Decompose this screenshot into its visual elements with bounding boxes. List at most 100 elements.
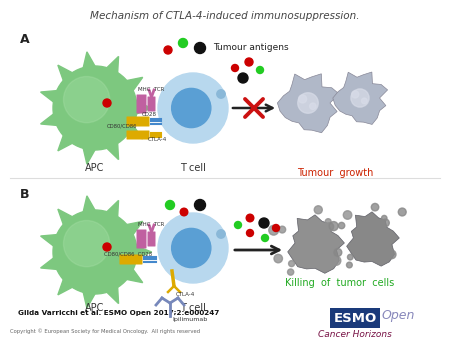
Circle shape <box>166 200 175 210</box>
Polygon shape <box>40 255 63 270</box>
Text: T cell: T cell <box>180 163 206 173</box>
Circle shape <box>325 223 333 231</box>
FancyBboxPatch shape <box>330 308 380 328</box>
Circle shape <box>347 254 353 260</box>
FancyBboxPatch shape <box>148 232 156 246</box>
Circle shape <box>164 46 172 54</box>
Polygon shape <box>346 212 399 266</box>
Circle shape <box>246 214 254 222</box>
Circle shape <box>387 250 396 259</box>
Polygon shape <box>121 121 143 139</box>
Circle shape <box>53 210 137 294</box>
Polygon shape <box>121 221 143 239</box>
Text: CD80/CD86: CD80/CD86 <box>107 123 138 128</box>
Circle shape <box>334 248 342 257</box>
Text: Mechanism of CTLA-4-induced immunosuppression.: Mechanism of CTLA-4-induced immunosuppre… <box>90 11 360 21</box>
Circle shape <box>259 218 269 228</box>
Polygon shape <box>103 282 118 304</box>
Circle shape <box>256 67 264 73</box>
Polygon shape <box>333 72 387 124</box>
Text: CD28: CD28 <box>142 112 157 117</box>
FancyBboxPatch shape <box>136 95 147 114</box>
Polygon shape <box>82 287 98 308</box>
Polygon shape <box>58 209 77 230</box>
Circle shape <box>171 89 211 128</box>
Polygon shape <box>103 138 118 160</box>
Text: ESMO: ESMO <box>333 312 377 324</box>
FancyBboxPatch shape <box>120 255 143 265</box>
Text: APC: APC <box>86 163 105 173</box>
Circle shape <box>194 199 206 211</box>
Polygon shape <box>40 90 63 105</box>
Circle shape <box>217 90 225 98</box>
Text: T cell: T cell <box>180 303 206 313</box>
Text: CTLA-4: CTLA-4 <box>176 292 195 297</box>
Circle shape <box>338 222 345 229</box>
Circle shape <box>361 98 367 104</box>
Circle shape <box>298 95 306 103</box>
Circle shape <box>269 225 279 235</box>
Circle shape <box>382 215 387 221</box>
Circle shape <box>369 251 378 259</box>
Circle shape <box>351 91 359 98</box>
Polygon shape <box>58 274 77 295</box>
Circle shape <box>180 208 188 216</box>
Text: MHC  TCR: MHC TCR <box>138 87 164 92</box>
Circle shape <box>245 58 253 66</box>
Circle shape <box>329 222 338 231</box>
Circle shape <box>171 228 211 268</box>
Circle shape <box>103 243 111 251</box>
Circle shape <box>382 219 389 227</box>
Circle shape <box>288 269 294 275</box>
Circle shape <box>369 223 376 230</box>
Polygon shape <box>82 196 98 217</box>
Circle shape <box>332 256 341 265</box>
Text: Cancer Horizons: Cancer Horizons <box>318 330 392 338</box>
Circle shape <box>273 224 279 232</box>
Text: Ipilimumab: Ipilimumab <box>172 317 207 322</box>
Text: CTLA-4: CTLA-4 <box>148 137 167 142</box>
Polygon shape <box>58 65 77 86</box>
Circle shape <box>158 73 228 143</box>
Text: CD80/CD86  CD28: CD80/CD86 CD28 <box>104 252 152 257</box>
Circle shape <box>217 230 225 238</box>
Circle shape <box>158 213 228 283</box>
Circle shape <box>231 65 239 72</box>
Polygon shape <box>82 52 98 73</box>
Circle shape <box>298 93 318 113</box>
FancyBboxPatch shape <box>136 230 147 248</box>
FancyBboxPatch shape <box>126 130 149 140</box>
Circle shape <box>179 39 188 48</box>
Text: A: A <box>20 33 30 46</box>
Circle shape <box>310 103 316 110</box>
Text: B: B <box>20 188 30 201</box>
FancyBboxPatch shape <box>126 117 149 126</box>
Circle shape <box>288 261 295 267</box>
Text: Tumour  growth: Tumour growth <box>297 168 373 178</box>
Polygon shape <box>40 234 63 249</box>
Polygon shape <box>121 77 143 95</box>
Circle shape <box>63 220 110 267</box>
Circle shape <box>398 208 406 216</box>
Polygon shape <box>103 200 118 222</box>
Circle shape <box>238 73 248 83</box>
Circle shape <box>311 257 321 266</box>
Circle shape <box>274 254 283 263</box>
Circle shape <box>312 227 319 235</box>
Circle shape <box>194 43 206 53</box>
Circle shape <box>343 211 352 219</box>
Circle shape <box>325 219 331 224</box>
Text: Tumour antigens: Tumour antigens <box>213 44 288 52</box>
Text: Copyright © European Society for Medical Oncology.  All rights reserved: Copyright © European Society for Medical… <box>10 329 200 334</box>
Polygon shape <box>58 130 77 151</box>
Circle shape <box>351 89 369 107</box>
Text: Gilda Varricchi et al. ESMO Open 2017;2:e000247: Gilda Varricchi et al. ESMO Open 2017;2:… <box>18 310 219 316</box>
Circle shape <box>314 206 322 214</box>
Polygon shape <box>131 244 152 260</box>
Polygon shape <box>82 143 98 164</box>
Circle shape <box>63 76 110 123</box>
Circle shape <box>279 226 286 233</box>
Circle shape <box>346 262 352 268</box>
Circle shape <box>234 221 242 228</box>
Polygon shape <box>40 111 63 126</box>
